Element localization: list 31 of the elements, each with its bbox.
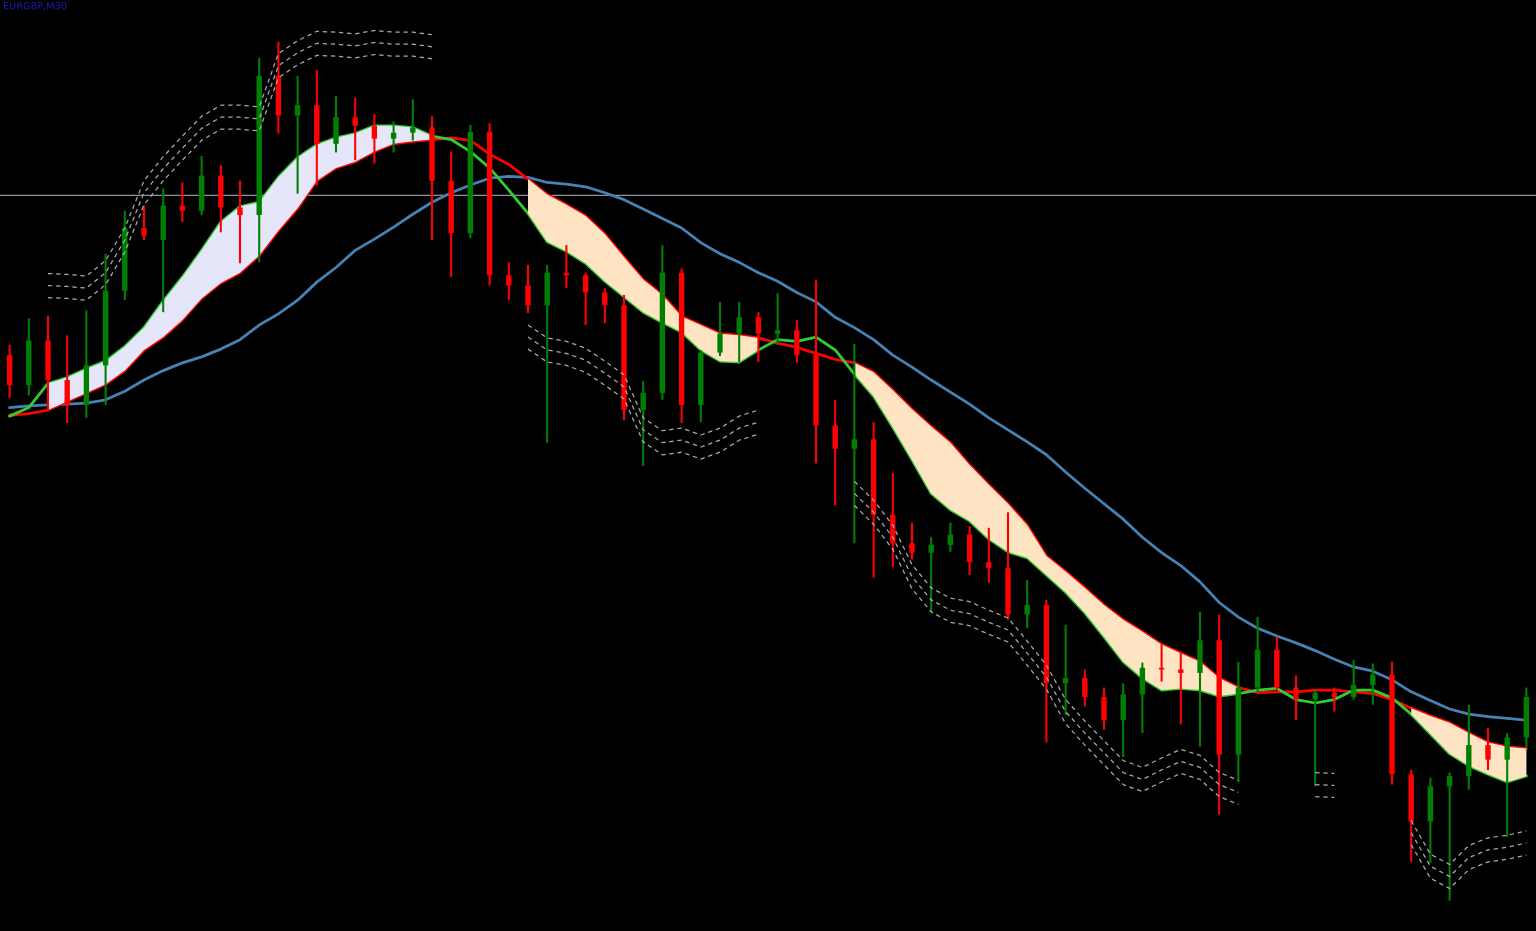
candlestick	[237, 179, 243, 265]
candlestick	[832, 398, 838, 507]
candlestick	[909, 521, 915, 561]
candlestick	[986, 526, 992, 584]
candlestick	[602, 287, 608, 325]
candlestick	[352, 96, 358, 162]
candlestick	[582, 271, 589, 327]
candlestick	[390, 120, 397, 154]
candlestick	[1082, 668, 1088, 708]
candlestick	[1293, 674, 1299, 722]
candlestick	[1024, 579, 1030, 630]
candlestick	[947, 521, 954, 553]
candlestick	[1504, 732, 1510, 839]
candlestick	[774, 292, 781, 346]
candlestick	[736, 300, 742, 364]
candlestick	[1370, 662, 1376, 706]
candlestick	[1312, 689, 1318, 788]
candlestick	[1446, 771, 1453, 902]
candlestick	[717, 300, 723, 358]
chart-title: EURGBP,M30	[4, 2, 67, 11]
candlestick	[851, 342, 858, 545]
candlestick	[506, 261, 512, 302]
candlestick	[525, 263, 531, 315]
candlestick	[1350, 659, 1357, 701]
candlestick	[640, 379, 646, 467]
candlestick	[1178, 650, 1184, 726]
candlestick	[294, 74, 301, 195]
candlestick	[1101, 686, 1107, 731]
candlestick	[755, 311, 762, 364]
candlestick	[928, 536, 934, 613]
candlestick	[141, 204, 147, 242]
